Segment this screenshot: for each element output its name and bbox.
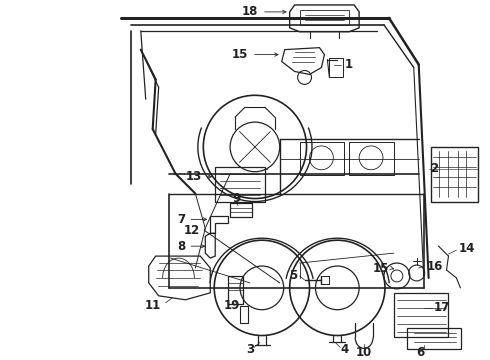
Bar bbox=[329, 58, 343, 77]
Text: 5: 5 bbox=[290, 269, 297, 283]
Text: 7: 7 bbox=[177, 213, 185, 226]
Text: 8: 8 bbox=[177, 240, 185, 253]
Text: 15: 15 bbox=[232, 48, 248, 61]
Text: 11: 11 bbox=[145, 299, 161, 312]
Text: 12: 12 bbox=[184, 224, 200, 237]
Bar bbox=[407, 328, 462, 350]
Bar bbox=[349, 142, 394, 175]
Text: 4: 4 bbox=[340, 343, 348, 356]
Text: 6: 6 bbox=[416, 346, 425, 359]
Text: 13: 13 bbox=[186, 170, 202, 183]
Text: 16: 16 bbox=[427, 260, 443, 273]
Bar bbox=[394, 293, 448, 337]
Text: 19: 19 bbox=[224, 299, 240, 312]
Bar bbox=[431, 147, 478, 202]
Bar bbox=[228, 276, 243, 304]
Text: 2: 2 bbox=[431, 162, 439, 175]
Text: 3: 3 bbox=[246, 343, 254, 356]
Text: 15: 15 bbox=[372, 261, 389, 275]
Text: 14: 14 bbox=[459, 242, 475, 255]
Text: 17: 17 bbox=[434, 301, 450, 314]
Bar bbox=[215, 167, 265, 202]
Bar bbox=[230, 203, 252, 217]
Text: 9: 9 bbox=[232, 192, 241, 205]
Text: 10: 10 bbox=[356, 346, 372, 359]
Text: 1: 1 bbox=[344, 58, 352, 71]
Bar bbox=[299, 142, 344, 175]
Text: 18: 18 bbox=[242, 5, 258, 18]
Bar bbox=[299, 10, 349, 25]
